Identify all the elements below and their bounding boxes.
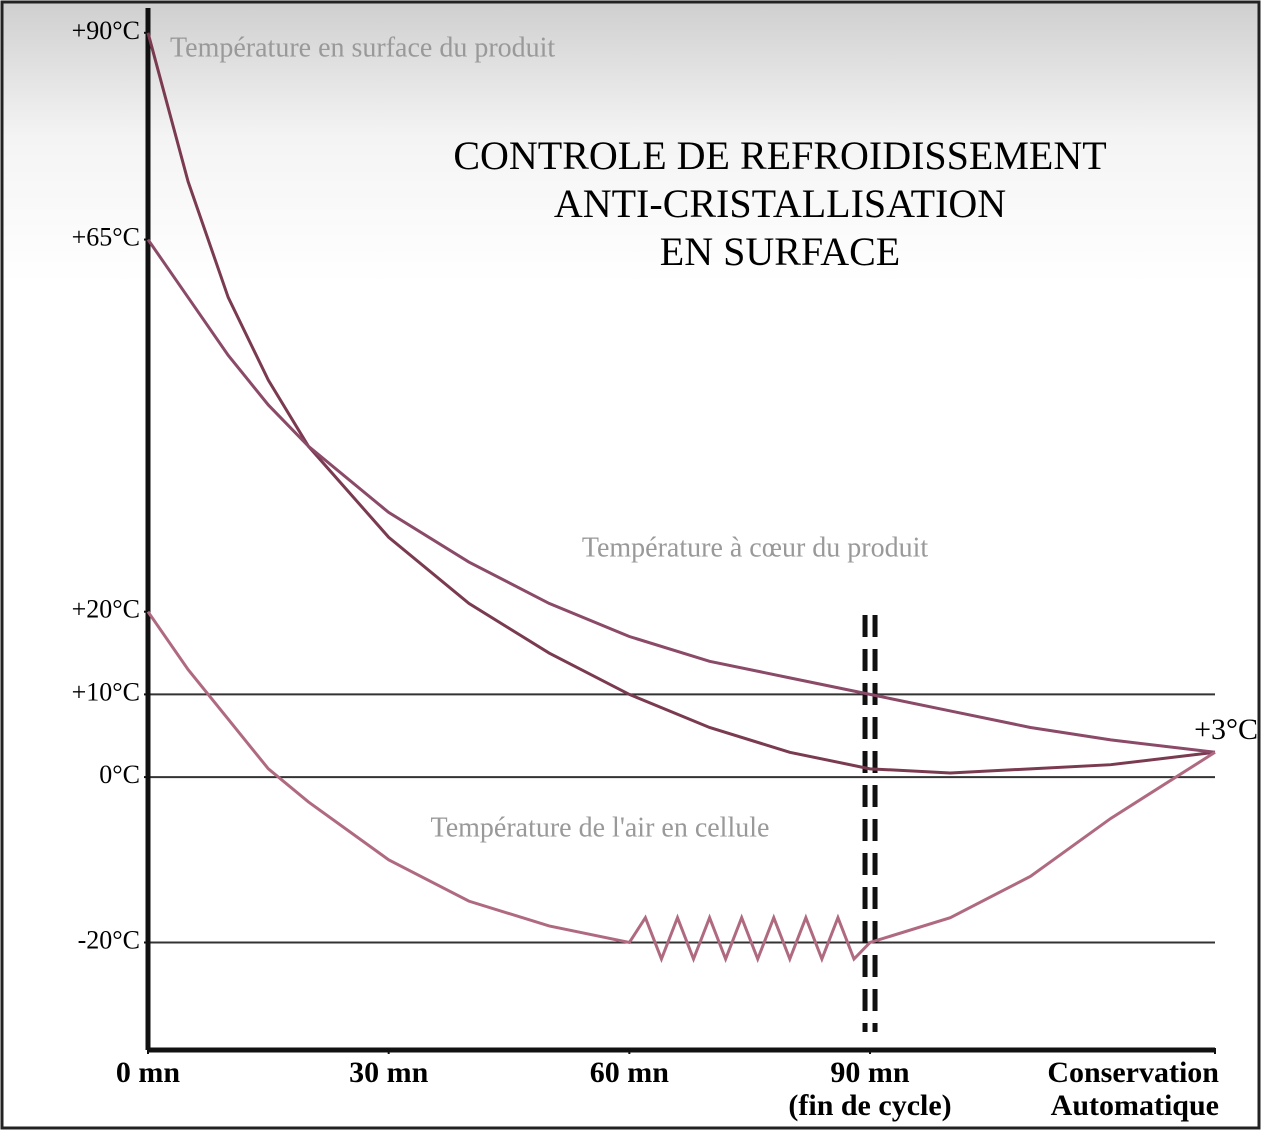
x-tick-sublabel: Automatique <box>1051 1089 1219 1122</box>
x-tick-label: Conservation <box>1047 1056 1219 1089</box>
series-line <box>146 32 1216 775</box>
x-tick-label: 90 mn <box>830 1056 909 1089</box>
series-label: Température en surface du produit <box>170 32 555 63</box>
y-tick-label: +65°C <box>72 223 140 252</box>
series-line <box>146 238 1216 754</box>
title-line: CONTROLE DE REFROIDISSEMENT <box>453 133 1106 178</box>
series-line <box>146 610 1216 964</box>
x-tick-label: 0 mn <box>116 1056 180 1089</box>
y-tick-label: +10°C <box>72 677 140 706</box>
y-tick-label: +90°C <box>72 16 140 45</box>
title-line: ANTI-CRISTALLISATION <box>554 181 1006 226</box>
x-tick-sublabel: (fin de cycle) <box>788 1089 951 1122</box>
y-tick-label: +20°C <box>72 595 140 624</box>
series-label: Température à cœur du produit <box>582 532 929 563</box>
y-tick-label: -20°C <box>78 925 140 954</box>
series-label: Température de l'air en cellule <box>431 812 770 843</box>
x-tick-label: 60 mn <box>590 1056 669 1089</box>
end-label: +3°C <box>1194 713 1258 746</box>
title-line: EN SURFACE <box>660 229 900 274</box>
x-tick-label: 30 mn <box>349 1056 428 1089</box>
y-tick-label: 0°C <box>99 760 140 789</box>
